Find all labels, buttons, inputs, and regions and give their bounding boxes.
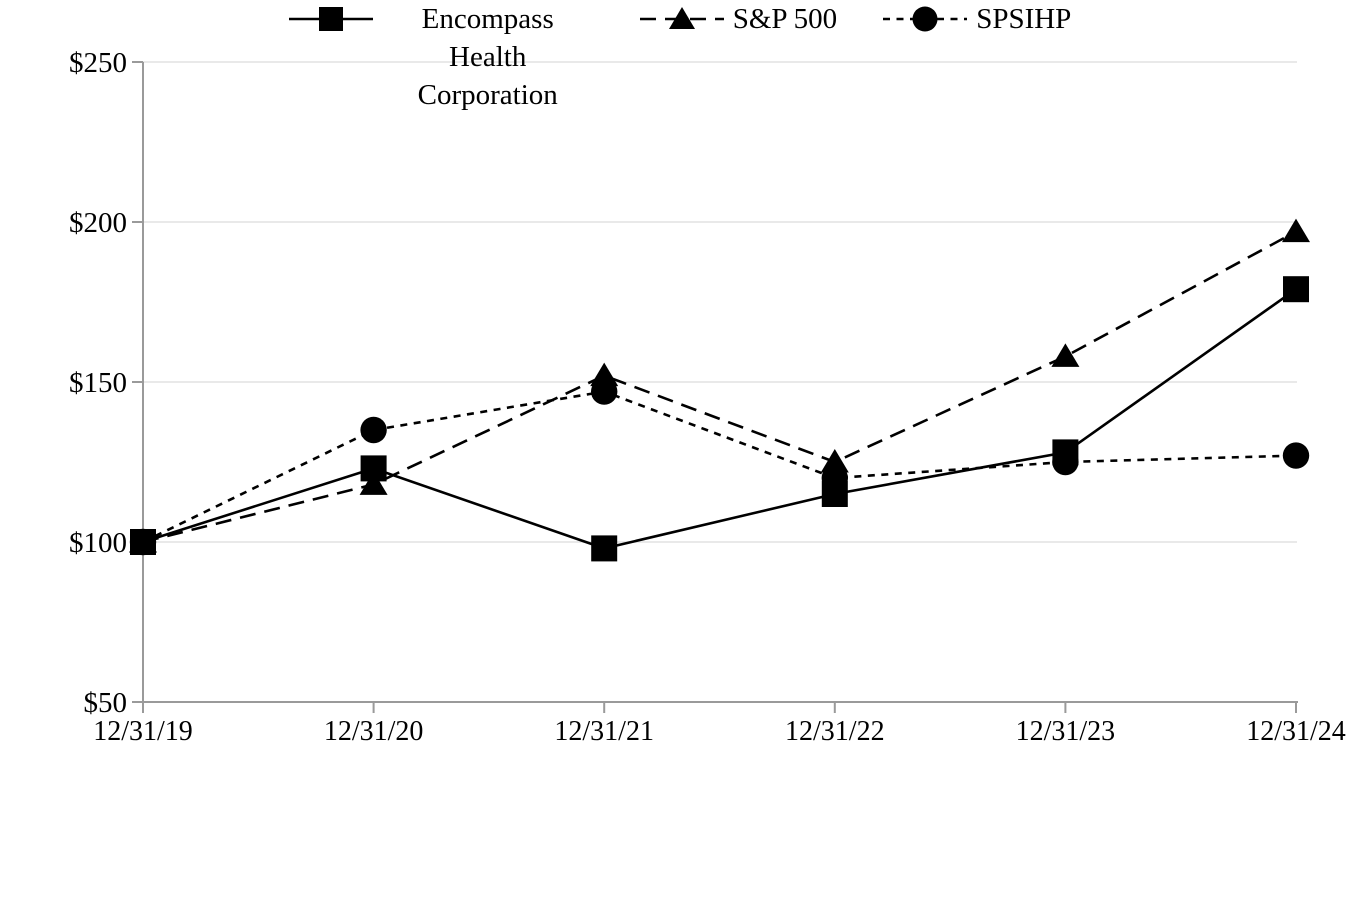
legend-label-spsihp: SPSIHP: [976, 3, 1072, 35]
svg-text:$200: $200: [69, 207, 127, 239]
legend-item-encompass-health: Encompass Health Corporation: [288, 0, 594, 114]
legend-item-sp500: S&P 500: [639, 0, 838, 38]
svg-text:12/31/23: 12/31/23: [1016, 716, 1116, 747]
svg-text:$150: $150: [69, 367, 127, 399]
chart-legend: Encompass Health Corporation S&P 500 SPS…: [0, 0, 1360, 114]
svg-text:$250: $250: [69, 47, 127, 79]
svg-text:12/31/19: 12/31/19: [93, 716, 193, 747]
square-solid-line-icon: [288, 7, 373, 31]
legend-label-encompass-health: Encompass Health Corporation: [417, 3, 558, 111]
circle-dotted-line-icon: [883, 6, 968, 32]
svg-text:$50: $50: [84, 687, 128, 719]
legend-label-sp500: S&P 500: [732, 3, 838, 35]
svg-text:12/31/22: 12/31/22: [785, 716, 885, 747]
triangle-dashed-line-icon: [639, 7, 724, 29]
svg-text:12/31/21: 12/31/21: [554, 716, 654, 747]
svg-text:12/31/24: 12/31/24: [1246, 716, 1346, 747]
svg-text:12/31/20: 12/31/20: [324, 716, 424, 747]
svg-text:$100: $100: [69, 527, 127, 559]
legend-item-spsihp: SPSIHP: [883, 0, 1071, 38]
